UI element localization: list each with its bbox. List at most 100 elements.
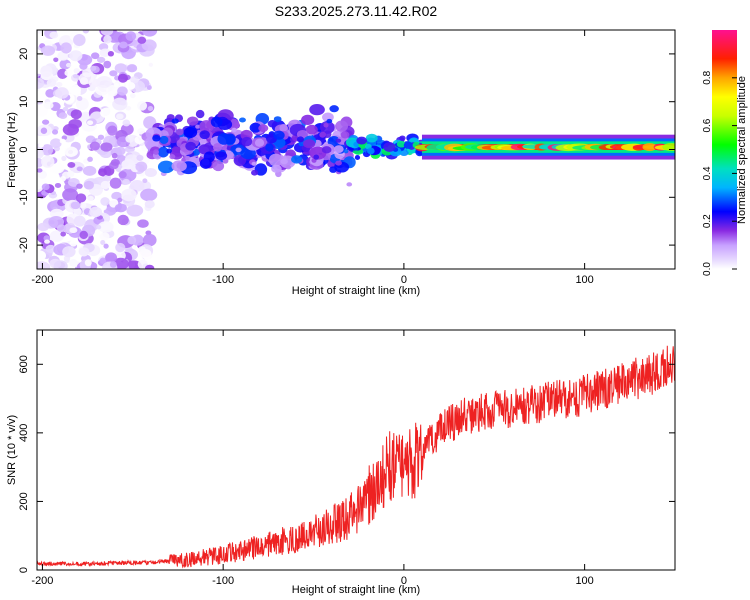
spectrogram-blob	[399, 135, 406, 141]
spectrogram-blob	[103, 174, 112, 182]
spectrogram-blob	[79, 202, 87, 209]
spectrogram-region	[144, 103, 356, 187]
spectrogram-blob	[38, 143, 45, 148]
spectrogram-blob	[53, 260, 68, 269]
spectrogram-blob	[166, 114, 175, 121]
spectrogram-blob	[258, 124, 269, 133]
spectrogram-blob	[107, 125, 118, 136]
snr-xlabel: Height of straight line (km)	[292, 584, 420, 596]
snr-ytick-label: 0	[18, 567, 30, 573]
spectrogram-xtick-label: -100	[212, 274, 234, 286]
spectrogram-blob	[340, 131, 350, 139]
spectrogram-blob	[97, 221, 114, 233]
spectrogram-blob	[147, 105, 154, 111]
spectrogram-blob	[37, 181, 44, 193]
spectrogram-blob	[135, 161, 148, 172]
spectrogram-blob	[129, 180, 145, 192]
spectrogram-blob	[69, 84, 81, 96]
spectrogram-blob	[100, 142, 113, 152]
spectrogram-blob	[96, 224, 102, 230]
spectrogram-blob	[121, 188, 137, 202]
spectrogram-blob	[60, 175, 66, 182]
spectrogram-blob	[383, 142, 396, 152]
spectrogram-blob	[117, 197, 123, 203]
snr-ytick-label: 400	[18, 424, 30, 442]
spectrogram-blob	[56, 82, 63, 88]
spectrogram-blob	[305, 124, 318, 135]
spectrogram-blob	[49, 208, 64, 219]
spectrogram-blob	[231, 127, 237, 133]
snr-ytick-label: 200	[18, 492, 30, 510]
spectrogram-blob	[125, 81, 136, 90]
spectrogram-blob	[189, 156, 197, 162]
spectrogram-blob	[320, 120, 335, 134]
spectrogram-blob	[68, 118, 82, 129]
spectrogram-blob	[141, 39, 157, 52]
spectrogram-blob	[343, 149, 349, 154]
spectrogram-blob	[76, 95, 83, 101]
spectrogram-blob	[199, 120, 214, 133]
spectrogram-blob	[100, 240, 106, 246]
spectrogram-blob	[103, 60, 112, 69]
spectrogram-blob	[72, 74, 79, 79]
spectrogram-blob	[109, 261, 117, 268]
spectrogram-blob	[37, 261, 51, 269]
spectrogram-blob	[37, 250, 47, 261]
spectrogram-blob	[195, 124, 200, 129]
spectrogram-blob	[240, 129, 253, 141]
spectrogram-blob	[130, 93, 136, 99]
spectrogram-region	[414, 134, 675, 160]
spectrogram-blob	[51, 162, 65, 174]
spectrogram-blob	[319, 131, 327, 138]
spectrogram-blob	[44, 239, 51, 244]
spectrogram-blob	[64, 257, 70, 264]
spectrogram-blob	[133, 72, 143, 79]
spectrogram-blob	[137, 219, 149, 228]
spectrogram-blob	[142, 178, 148, 184]
colorbar-ticks: 0.0 0.2 0.4 0.6 0.8	[702, 70, 737, 276]
spectrogram-blob	[313, 154, 320, 160]
spectrogram-blob	[37, 77, 45, 89]
spectrogram-blob	[146, 85, 152, 90]
spectrogram-xlabel: Height of straight line (km)	[292, 285, 420, 297]
spectrogram-blob	[273, 116, 282, 122]
spectrogram-blob	[90, 52, 100, 60]
spectrogram-blob	[145, 264, 155, 269]
spectrogram-blob	[279, 124, 288, 132]
spectrogram-blob	[185, 141, 196, 151]
spectrogram-blob	[115, 242, 126, 253]
spectrogram-blob	[159, 135, 169, 145]
spectrogram-blob	[103, 35, 112, 44]
snr-xtick-label: -100	[212, 575, 234, 587]
spectrogram-blob	[103, 206, 117, 216]
spectrogram-blob	[267, 119, 278, 128]
spectrogram-blob	[335, 160, 342, 166]
spectrogram-blob	[321, 146, 332, 154]
spectrogram-blob	[51, 129, 59, 135]
spectrogram-blob	[122, 178, 130, 185]
spectrogram-blob	[69, 240, 77, 247]
spectrogram-blob	[110, 158, 120, 166]
spectrogram-blob	[210, 116, 223, 128]
spectrogram-blob	[199, 158, 212, 169]
spectrogram-blob	[212, 142, 223, 152]
spectrogram-blob	[241, 136, 253, 147]
spectrogram-blob	[106, 95, 115, 103]
figure-title: S233.2025.273.11.42.R02	[275, 3, 438, 19]
spectrogram-blob	[144, 200, 155, 209]
colorbar-tick-label: 0.4	[702, 166, 713, 180]
spectrogram-blob	[121, 159, 136, 170]
spectrogram-blob	[153, 149, 160, 155]
spectrogram-blob	[65, 62, 72, 68]
spectrogram-blob	[309, 103, 325, 116]
spectrogram-blob	[106, 85, 119, 97]
spectrogram-blob	[333, 145, 344, 153]
colorbar-tick-label: 0.6	[702, 118, 713, 132]
spectrogram-blob	[37, 149, 44, 159]
spectrogram-blob	[99, 232, 110, 241]
spectrogram-blob	[109, 177, 122, 189]
spectrogram-blob	[53, 57, 59, 63]
spectrogram-blob	[100, 180, 111, 190]
spectrogram-blob	[136, 154, 144, 162]
